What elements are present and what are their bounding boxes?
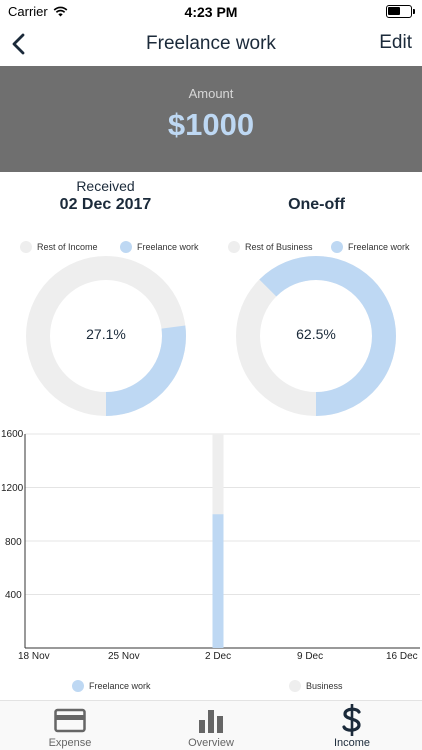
status-bar: Carrier 4:23 PM: [0, 0, 422, 24]
donut-chart-business-share: 62.5%: [236, 256, 396, 416]
legend-rest-business: Rest of Business: [228, 241, 313, 253]
legend-label: Rest of Income: [37, 242, 98, 252]
donut-chart-income-share: 27.1%: [26, 256, 186, 416]
donut-percentage: 27.1%: [86, 326, 126, 342]
legend-dot: [20, 241, 32, 253]
amount-label: Amount: [188, 86, 234, 101]
wifi-icon: [53, 6, 68, 17]
bar-chart-svg: [24, 433, 420, 649]
carrier-info: Carrier: [8, 4, 68, 19]
legend-label: Freelance work: [137, 242, 199, 252]
navigation-bar: Freelance work Edit: [0, 24, 422, 66]
y-tick-label: 1200: [1, 483, 24, 494]
legend-rest-income: Rest of Income: [20, 241, 98, 253]
received-date: 02 Dec 2017: [59, 196, 152, 213]
edit-button[interactable]: Edit: [379, 32, 412, 53]
tab-income[interactable]: Income: [282, 701, 422, 750]
income-bar-chart: 1600 1200 800 400 18 Nov 25 Nov 2 Dec 9 …: [0, 426, 422, 666]
donut-percentage: 62.5%: [296, 326, 336, 342]
frequency-label: One-off: [288, 196, 345, 213]
dollar-icon: [342, 704, 361, 736]
amount-banner: Amount $1000: [0, 66, 422, 172]
received-info: Received 02 Dec 2017: [0, 178, 211, 214]
bar-chart-icon: [199, 710, 223, 733]
tab-label: Expense: [48, 737, 92, 749]
legend-dot: [289, 680, 301, 692]
legend-freelance-bottom: Freelance work: [72, 680, 151, 692]
donut-segment: [26, 256, 186, 416]
y-tick-label: 400: [5, 590, 22, 601]
chevron-left-icon: [12, 33, 25, 55]
received-label: Received: [76, 178, 135, 194]
carrier-label: Carrier: [8, 4, 48, 19]
legend-dot: [72, 680, 84, 692]
clock: 4:23 PM: [184, 4, 238, 20]
battery-icon: [386, 5, 415, 18]
x-tick-label: 16 Dec: [386, 651, 418, 662]
legend-label: Freelance work: [89, 681, 151, 691]
amount-value: $1000: [167, 107, 255, 142]
legend-label: Freelance work: [348, 242, 410, 252]
legend-freelance-left: Freelance work: [120, 241, 199, 253]
x-tick-label: 2 Dec: [205, 651, 232, 662]
bar-freelance-work: [212, 514, 224, 648]
tab-expense[interactable]: Expense: [0, 701, 140, 750]
legend-business-bottom: Business: [289, 680, 343, 692]
legend-dot: [331, 241, 343, 253]
legend-dot: [228, 241, 240, 253]
donut-segment: [236, 256, 396, 416]
tab-label: Overview: [188, 737, 234, 749]
back-button[interactable]: [6, 28, 36, 60]
y-tick-label: 1600: [1, 429, 24, 440]
legend-freelance-right: Freelance work: [331, 241, 410, 253]
card-icon: [54, 708, 86, 733]
legend-label: Rest of Business: [245, 242, 313, 252]
tab-label: Income: [333, 737, 371, 749]
x-tick-label: 9 Dec: [297, 651, 324, 662]
tab-overview[interactable]: Overview: [141, 701, 281, 750]
tab-bar: Expense Overview Income: [0, 700, 422, 750]
x-tick-label: 18 Nov: [18, 651, 50, 662]
legend-label: Business: [306, 681, 343, 691]
legend-dot: [120, 241, 132, 253]
x-tick-label: 25 Nov: [108, 651, 140, 662]
page-title: Freelance work: [146, 33, 276, 54]
y-tick-label: 800: [5, 537, 22, 548]
